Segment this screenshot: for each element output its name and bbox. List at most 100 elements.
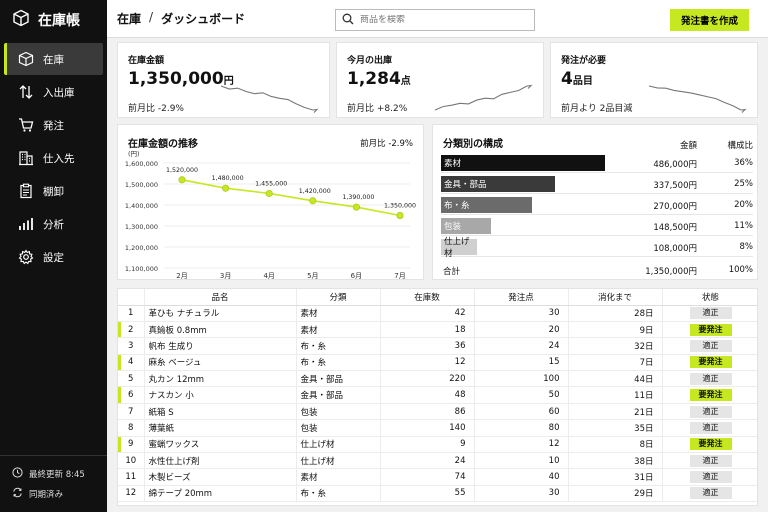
sidebar-item-5[interactable]: 分析 <box>4 208 103 240</box>
table-row[interactable]: 9 蜜蝋ワックス 仕上げ材 9 12 8日 要発注 <box>118 436 757 454</box>
sidebar-item-0[interactable]: 在庫 <box>4 43 103 75</box>
cell-reorder-point: 15 <box>474 354 569 372</box>
y-axis-unit: (円) <box>128 150 140 158</box>
sparkline-line <box>220 85 314 111</box>
cell-name: 丸カン 12mm <box>144 370 297 388</box>
cell-reorder-point: 24 <box>474 337 569 355</box>
kpi-value-wrap: 1,284点 <box>347 69 411 89</box>
cell-no: 5 <box>118 370 145 388</box>
cell-category: 素材 <box>296 468 381 486</box>
cell-days-left: 38日 <box>568 452 663 470</box>
cell-status: 適正 <box>662 419 757 437</box>
kpi-title: 今月の出庫 <box>347 56 393 66</box>
sidebar-item-2[interactable]: 発注 <box>4 109 103 141</box>
create-purchase-order-button[interactable]: 発注書を作成 <box>670 9 749 31</box>
cell-no: 9 <box>118 436 145 454</box>
cell-reorder-point: 10 <box>474 452 569 470</box>
table-row[interactable]: 7 紙箱 S 包装 86 60 21日 適正 <box>118 403 757 421</box>
column-header[interactable]: 発注点 <box>474 289 569 306</box>
column-header[interactable]: 品名 <box>144 289 297 306</box>
table-row[interactable]: 8 薄葉紙 包装 140 80 35日 適正 <box>118 419 757 437</box>
cell-category: 包装 <box>296 419 381 437</box>
kpi-value: 1,350,000 <box>128 69 224 89</box>
x-tick-label: 2月 <box>176 272 187 280</box>
cell-reorder-point: 100 <box>474 370 569 388</box>
table-row[interactable]: 6 ナスカン 小金具・部品 48 50 11日 要発注 <box>118 386 757 404</box>
column-header[interactable] <box>118 289 145 306</box>
cell-status: 適正 <box>662 305 757 322</box>
category-amount: 108,000円 <box>653 244 697 254</box>
data-label: 1,390,000 <box>342 194 374 201</box>
table-row[interactable]: 1 革ひも ナチュラル 素材 42 30 28日 適正 <box>118 305 757 322</box>
category-pct: 25% <box>734 179 753 189</box>
table-row[interactable]: 5 丸カン 12mm 金具・部品 220 100 44日 適正 <box>118 370 757 388</box>
cell-days-left: 11日 <box>568 386 663 404</box>
table-header-row: 品名 分類 在庫数 発注点 消化まで 状態 <box>118 289 757 306</box>
cell-name: 薄葉紙 <box>144 419 297 437</box>
cell-days-left: 29日 <box>568 485 663 503</box>
data-label: 1,455,000 <box>255 180 287 187</box>
column-header[interactable]: 分類 <box>296 289 381 306</box>
data-label: 1,350,000 <box>384 203 416 210</box>
sidebar-item-3[interactable]: 仕入先 <box>4 142 103 174</box>
cell-status: 要発注 <box>662 436 757 454</box>
cell-name: 真鍮板 0.8mm <box>144 321 297 339</box>
category-pct: 11% <box>734 221 753 231</box>
category-pct: 36% <box>734 158 753 168</box>
sidebar-item-1[interactable]: 入出庫 <box>4 76 103 108</box>
cell-no: 7 <box>118 403 145 421</box>
sidebar-item-label: 入出庫 <box>43 86 75 99</box>
sidebar-item-6[interactable]: 設定 <box>4 241 103 273</box>
column-header[interactable]: 消化まで <box>568 289 663 306</box>
table-row[interactable]: 12 綿テープ 20mm 布・糸 55 30 29日 適正 <box>118 485 757 503</box>
breadcrumb: 在庫 / ダッシュボード <box>117 10 245 27</box>
inventory-table-panel: 品名 分類 在庫数 発注点 消化まで 状態 1 革ひも ナチュラル 素材 42 30 28日 適正 2 真… <box>117 288 758 506</box>
category-bar: 包装 <box>441 218 492 234</box>
cell-status: 要発注 <box>662 386 757 404</box>
cell-name: 木製ビーズ <box>144 468 297 486</box>
clock-icon <box>12 467 23 481</box>
kpi-title: 発注が必要 <box>561 56 607 66</box>
sidebar-item-label: 仕入先 <box>43 152 75 165</box>
table-row[interactable]: 3 帆布 生成り 布・糸 36 24 32日 適正 <box>118 337 757 355</box>
search-box[interactable] <box>335 9 535 31</box>
table-row[interactable]: 10 水性仕上げ剤 仕上げ材 24 10 38日 適正 <box>118 452 757 470</box>
cell-reorder-point: 30 <box>474 485 569 503</box>
sidebar-item-label: 発注 <box>43 119 64 132</box>
category-pct: 20% <box>734 200 753 210</box>
sparkline-arrow <box>312 108 319 113</box>
category-bar: 布・糸 <box>441 197 533 213</box>
cell-no: 1 <box>118 305 145 322</box>
cell-reorder-point: 80 <box>474 419 569 437</box>
total-amount: 1,350,000円 <box>645 267 697 277</box>
category-amount: 486,000円 <box>653 160 697 170</box>
cell-no: 10 <box>118 452 145 470</box>
table-row[interactable]: 4 麻糸 ベージュ 布・糸 12 15 7日 要発注 <box>118 354 757 372</box>
cell-days-left: 21日 <box>568 403 663 421</box>
cell-reorder-point: 50 <box>474 386 569 404</box>
column-header[interactable]: 在庫数 <box>380 289 475 306</box>
y-tick-label: 1,200,000 <box>125 244 158 252</box>
cell-name: 蜜蝋ワックス <box>144 436 297 454</box>
category-amount: 148,500円 <box>653 223 697 233</box>
cell-status: 適正 <box>662 337 757 355</box>
category-row: 金具・部品 337,500円 25% <box>441 174 753 194</box>
search-input[interactable] <box>360 15 520 25</box>
column-header[interactable]: 状態 <box>662 289 757 306</box>
col-ratio-header: 構成比 <box>727 141 753 151</box>
series-line <box>181 179 401 217</box>
arrows-up-down-icon <box>18 84 34 100</box>
kpi-value-wrap: 4品目 <box>561 69 593 89</box>
table-row[interactable]: 2 真鍮板 0.8mm 素材 18 20 9日 要発注 <box>118 321 757 339</box>
category-row: 素材 486,000円 36% <box>441 153 753 173</box>
breadcrumb-root[interactable]: 在庫 <box>117 12 142 26</box>
table-row[interactable]: 11 木製ビーズ 素材 74 40 31日 適正 <box>118 468 757 486</box>
total-label: 合計 <box>443 267 461 277</box>
sidebar-item-4[interactable]: 棚卸 <box>4 175 103 207</box>
cell-stock: 12 <box>380 354 475 372</box>
brand: 在庫帳 <box>0 0 107 40</box>
trend-delta: 前月比 -2.9% <box>360 139 413 149</box>
cell-category: 金具・部品 <box>296 370 381 388</box>
sidebar: 在庫帳 在庫 入出庫 発注 仕入先 棚卸 分析 設定 最終更新 8:45 同期済み <box>0 0 107 512</box>
